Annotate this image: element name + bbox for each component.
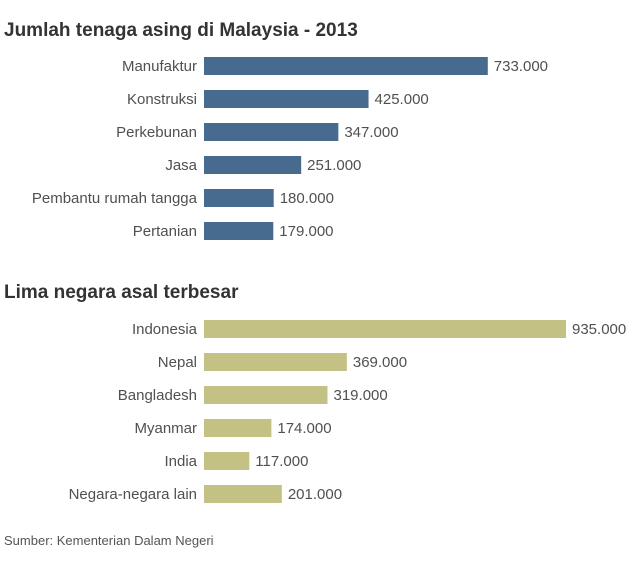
value-label: 369.000 <box>353 354 407 371</box>
bar <box>204 386 328 404</box>
value-label: 180.000 <box>280 190 334 207</box>
category-label: Konstruksi <box>127 91 197 108</box>
bar <box>204 189 274 207</box>
value-label: 251.000 <box>307 157 361 174</box>
chart-1-bars: Manufaktur 733.000 Konstruksi 425.000 Perkeb… <box>32 57 548 240</box>
category-label: Manufaktur <box>122 58 197 75</box>
chart-2-bars: Indonesia 935.000 Nepal 369.000 Bangladesh 31… <box>69 320 626 503</box>
bar <box>204 485 282 503</box>
value-label: 935.000 <box>572 321 626 338</box>
bar <box>204 123 339 141</box>
category-label: Indonesia <box>132 321 198 338</box>
value-label: 179.000 <box>279 223 333 240</box>
category-label: Nepal <box>158 354 197 371</box>
value-label: 174.000 <box>277 420 331 437</box>
bar <box>204 320 566 338</box>
category-label: Jasa <box>165 157 197 174</box>
value-label: 319.000 <box>334 387 388 404</box>
category-label: Pembantu rumah tangga <box>32 190 198 207</box>
category-label: Negara-negara lain <box>69 486 197 503</box>
chart-1-title: Jumlah tenaga asing di Malaysia - 2013 <box>4 20 358 41</box>
value-label: 733.000 <box>494 58 548 75</box>
bar <box>204 156 302 174</box>
value-label: 347.000 <box>344 124 398 141</box>
bar <box>204 57 488 75</box>
value-label: 425.000 <box>375 91 429 108</box>
bar <box>204 222 274 240</box>
source-note: Sumber: Kementerian Dalam Negeri <box>4 533 214 548</box>
value-label: 201.000 <box>288 486 342 503</box>
category-label: Pertanian <box>133 223 197 240</box>
bar <box>204 452 250 470</box>
chart-2-title: Lima negara asal terbesar <box>4 282 239 303</box>
category-label: Bangladesh <box>118 387 197 404</box>
category-label: India <box>164 453 197 470</box>
category-label: Perkebunan <box>116 124 197 141</box>
bar <box>204 353 347 371</box>
bar <box>204 419 272 437</box>
bar <box>204 90 369 108</box>
value-label: 117.000 <box>255 453 308 470</box>
category-label: Myanmar <box>134 420 197 437</box>
